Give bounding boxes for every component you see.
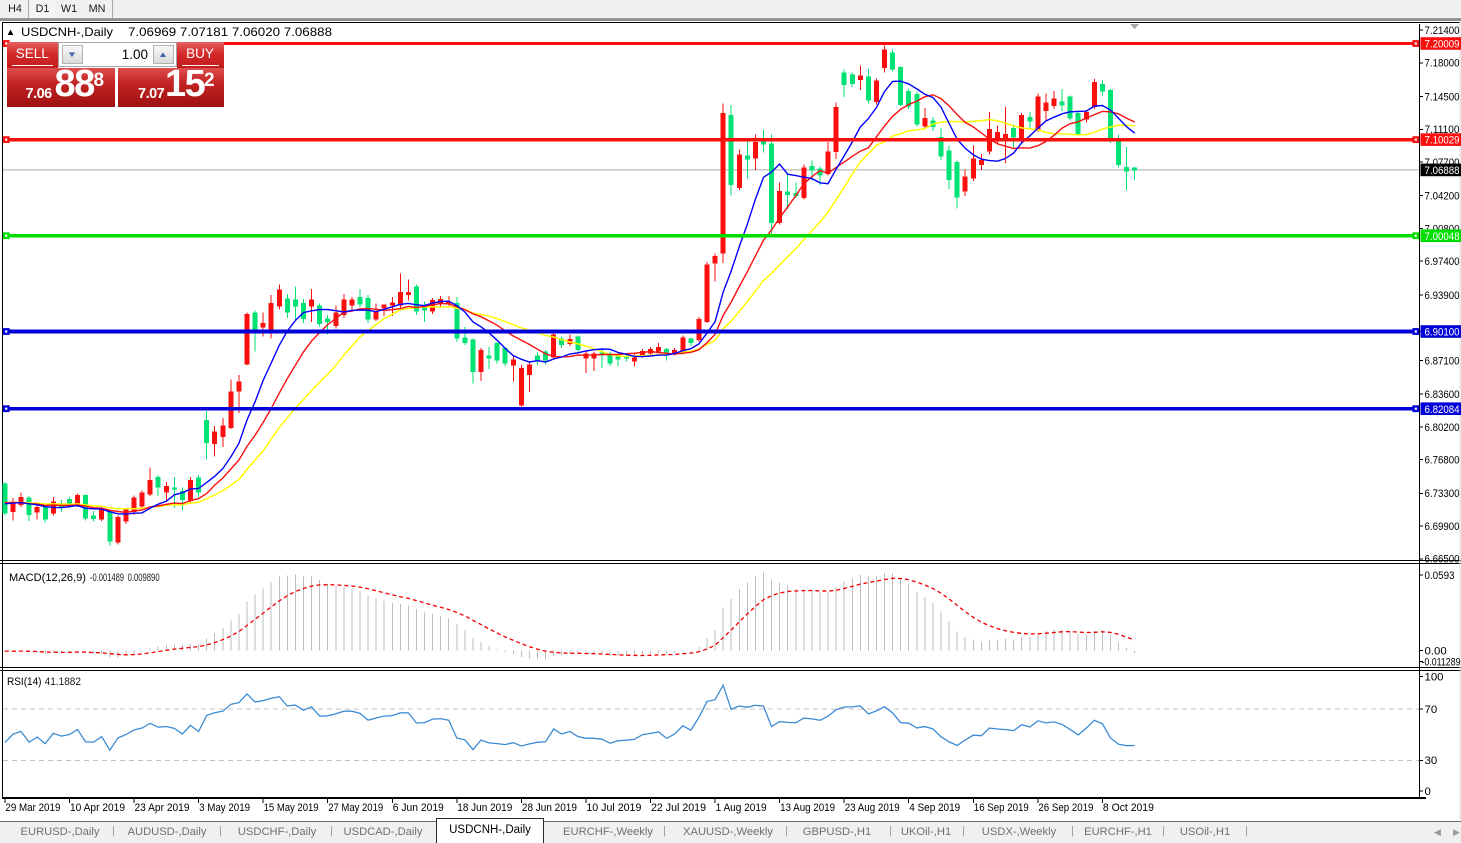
svg-text:29 Mar 2019: 29 Mar 2019 (5, 802, 60, 814)
svg-text:10 Apr 2019: 10 Apr 2019 (70, 802, 125, 814)
svg-text:6.66500: 6.66500 (1425, 554, 1460, 566)
svg-text:6.87100: 6.87100 (1425, 355, 1460, 367)
svg-text:6.82084: 6.82084 (1425, 404, 1460, 416)
svg-text:6.90100: 6.90100 (1425, 327, 1460, 339)
svg-text:1 Aug 2019: 1 Aug 2019 (716, 802, 767, 814)
svg-text:RSI(14): RSI(14) (7, 676, 42, 688)
svg-text:6.83600: 6.83600 (1425, 389, 1460, 401)
svg-text:7.04200: 7.04200 (1425, 191, 1460, 203)
svg-text:0.0593: 0.0593 (1425, 570, 1455, 582)
svg-text:0.009890: 0.009890 (128, 572, 160, 584)
svg-text:28 Jun 2019: 28 Jun 2019 (522, 802, 577, 814)
svg-text:6 Jun 2019: 6 Jun 2019 (393, 802, 444, 814)
svg-text:23 Aug 2019: 23 Aug 2019 (845, 802, 900, 814)
svg-text:6.73300: 6.73300 (1425, 488, 1460, 500)
svg-text:30: 30 (1425, 755, 1438, 767)
svg-text:4 Sep 2019: 4 Sep 2019 (909, 802, 960, 814)
svg-text:-0.011289: -0.011289 (1422, 656, 1461, 668)
svg-text:7.06888: 7.06888 (1425, 165, 1460, 177)
svg-text:6.93900: 6.93900 (1425, 290, 1460, 302)
svg-text:8 Oct 2019: 8 Oct 2019 (1103, 802, 1154, 814)
svg-text:7.11100: 7.11100 (1425, 124, 1460, 136)
svg-text:27 May 2019: 27 May 2019 (328, 802, 383, 814)
svg-text:16 Sep 2019: 16 Sep 2019 (974, 802, 1029, 814)
svg-text:13 Aug 2019: 13 Aug 2019 (780, 802, 835, 814)
svg-text:18 Jun 2019: 18 Jun 2019 (457, 802, 512, 814)
svg-text:3 May 2019: 3 May 2019 (199, 802, 250, 814)
svg-text:MACD(12,26,9): MACD(12,26,9) (9, 572, 86, 584)
svg-text:7.18000: 7.18000 (1425, 58, 1460, 70)
svg-text:6.97400: 6.97400 (1425, 256, 1460, 268)
svg-text:-0.001489: -0.001489 (90, 572, 124, 584)
svg-text:7.00048: 7.00048 (1425, 231, 1460, 243)
svg-text:6.76800: 6.76800 (1425, 455, 1460, 467)
svg-text:7.14500: 7.14500 (1425, 92, 1460, 104)
svg-text:7.06969 7.07181 7.06020 7.0688: 7.06969 7.07181 7.06020 7.06888 (128, 26, 332, 39)
svg-text:7.21400: 7.21400 (1425, 25, 1460, 37)
svg-text:7.20009: 7.20009 (1425, 39, 1460, 51)
svg-text:23 Apr 2019: 23 Apr 2019 (135, 802, 190, 814)
svg-text:6.80200: 6.80200 (1425, 422, 1460, 434)
svg-text:10 Jul 2019: 10 Jul 2019 (586, 802, 641, 814)
svg-text:7.10029: 7.10029 (1425, 135, 1460, 147)
svg-text:100: 100 (1425, 671, 1444, 683)
svg-text:0.00: 0.00 (1425, 645, 1447, 657)
svg-text:22 Jul 2019: 22 Jul 2019 (651, 802, 706, 814)
svg-text:0: 0 (1425, 786, 1431, 798)
svg-text:6.69900: 6.69900 (1425, 521, 1460, 533)
svg-text:26 Sep 2019: 26 Sep 2019 (1038, 802, 1093, 814)
svg-text:15 May 2019: 15 May 2019 (264, 802, 319, 814)
svg-text:USDCNH-,Daily: USDCNH-,Daily (21, 26, 113, 39)
svg-text:41.1882: 41.1882 (45, 676, 81, 688)
svg-text:70: 70 (1425, 704, 1438, 716)
